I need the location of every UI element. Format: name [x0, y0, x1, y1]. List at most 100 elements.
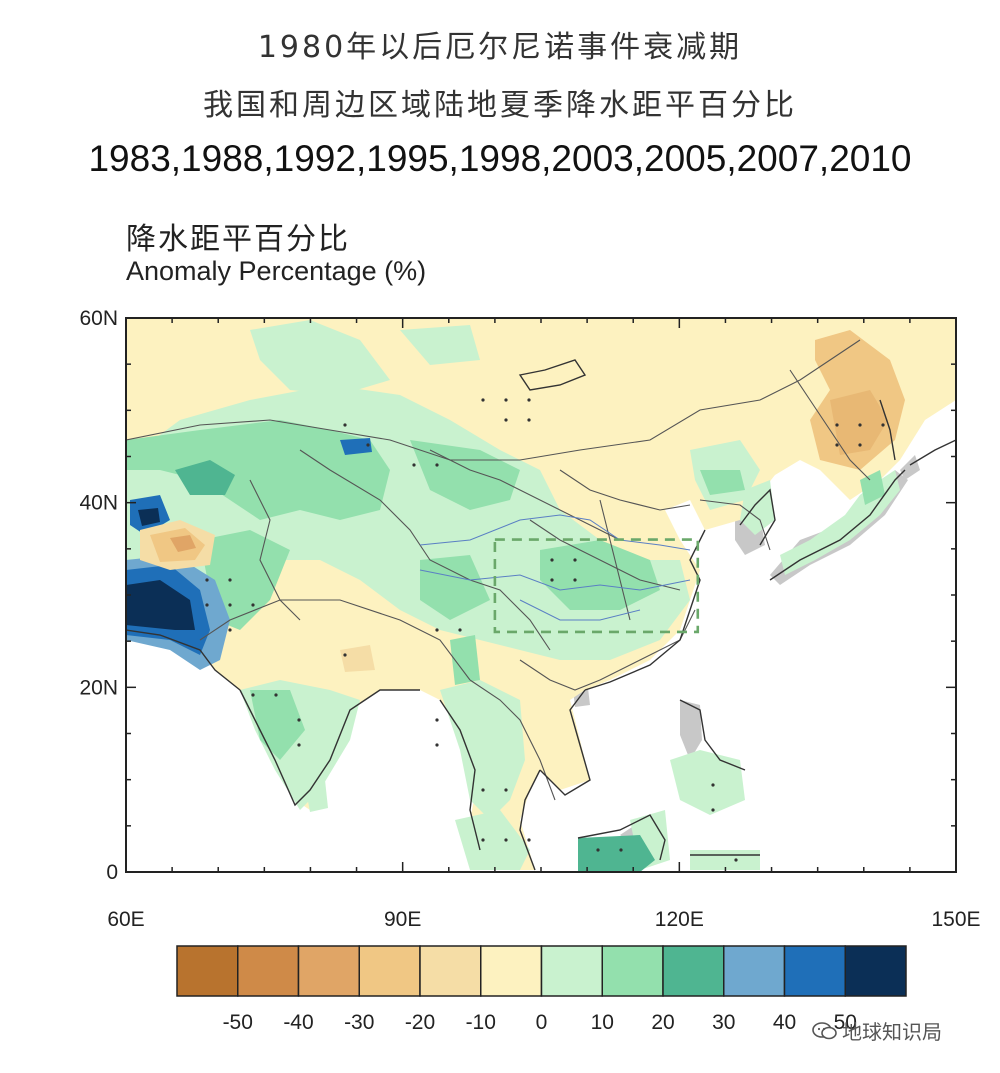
coastline	[879, 399, 896, 461]
title-line-1: 1980年以后厄尔尼诺事件衰减期	[257, 30, 743, 65]
coastline	[769, 469, 906, 581]
stipple-dot	[251, 603, 255, 607]
stipple-dot	[435, 628, 439, 632]
x-tick-label: 60E	[107, 908, 144, 931]
stipple-dot	[435, 743, 439, 747]
stipple-dot	[297, 718, 301, 722]
river-minor	[519, 599, 641, 621]
stipple-dot	[711, 783, 715, 787]
coastline	[909, 439, 956, 466]
colorbar-swatch	[176, 945, 239, 997]
colorbar-tick-label: 0	[536, 1011, 548, 1034]
boundary-line	[599, 499, 631, 621]
rivers	[419, 514, 691, 621]
significance-stippling	[205, 398, 885, 862]
band-10-philippines	[670, 750, 745, 815]
stipple-dot	[527, 838, 531, 842]
stipple-dot	[343, 653, 347, 657]
event-years: 1983,1988,1992,1995,1998,2003,2005,2007,…	[88, 138, 912, 179]
colorbar-swatch	[540, 945, 603, 997]
band-10-northern-mongolia	[250, 320, 390, 395]
band-20-india-west	[250, 690, 305, 760]
coastlines	[126, 359, 956, 871]
variable-label-en: Anomaly Percentage (%)	[126, 256, 427, 286]
boundary-line	[126, 339, 861, 461]
stipple-dot	[458, 628, 462, 632]
colorbar-tick-label: 50	[834, 1011, 857, 1034]
stipple-dot	[343, 423, 347, 427]
y-tick-label: 20N	[79, 676, 118, 699]
band-20-east-inland	[700, 470, 745, 495]
colorbar-swatch	[419, 945, 482, 997]
colorbar-labels: -50 -40 -30 -20 -10 0 10 20 30 40 50	[223, 1011, 857, 1034]
stipple-dot	[205, 603, 209, 607]
coastline	[439, 699, 481, 851]
y-tick-label: 0	[106, 861, 118, 884]
colorbar-swatch	[783, 945, 846, 997]
colorbar-swatch	[844, 945, 907, 997]
stipple-dot	[228, 628, 232, 632]
boundary-line	[429, 449, 621, 541]
stipple-dot	[481, 838, 485, 842]
stipple-dot	[573, 578, 577, 582]
band-minus-30-iran	[170, 535, 196, 552]
stipple-dot	[527, 418, 531, 422]
y-tick-label: 60N	[79, 307, 118, 330]
stipple-dot	[297, 743, 301, 747]
coastline	[518, 359, 587, 391]
stipple-dot	[711, 808, 715, 812]
colorbar-swatch	[601, 945, 664, 997]
y-tick-label: 40N	[79, 492, 118, 515]
band-over-50-caspian	[138, 508, 160, 526]
coastline	[584, 529, 706, 691]
stipple-dot	[274, 693, 278, 697]
coastline	[679, 699, 746, 771]
stipple-dot	[527, 398, 531, 402]
coastline	[577, 814, 666, 861]
coastline	[739, 488, 776, 546]
colorbar-swatch	[358, 945, 421, 997]
band-20-central-asia	[126, 420, 390, 520]
stipple-dot	[228, 578, 232, 582]
stipple-dot	[504, 838, 508, 842]
stipple-dot	[251, 693, 255, 697]
stipple-dot	[619, 848, 623, 852]
band-20-tibet-east	[410, 440, 520, 510]
stipple-dot	[573, 558, 577, 562]
colorbar-tick-label: 10	[591, 1011, 614, 1034]
band-over-50-middle-east	[126, 580, 195, 630]
band-minus-10-tibet	[340, 645, 375, 672]
band-10-northeast-small	[400, 325, 480, 365]
boundary-line	[249, 479, 301, 621]
river-yangtze	[419, 569, 691, 591]
colorbar-tick-label: -30	[344, 1011, 374, 1034]
river-yellow	[419, 514, 691, 551]
band-30-central-asia	[175, 460, 235, 495]
colorbar-tick-label: -10	[466, 1011, 496, 1034]
colorbar-swatch	[662, 945, 725, 997]
band-30	[175, 460, 655, 872]
stipple-dot	[481, 398, 485, 402]
x-tick-label: 120E	[655, 908, 704, 931]
band-20-west-inland	[420, 555, 490, 620]
axis-ticks	[125, 317, 957, 873]
watermark: 地球知识局	[812, 1016, 942, 1045]
highlight-region-box	[493, 538, 700, 634]
coastline	[519, 769, 541, 871]
stipple-dot	[835, 443, 839, 447]
coastline	[239, 689, 420, 807]
stipple-dot	[550, 578, 554, 582]
variable-label-cn: 降水距平百分比	[126, 222, 350, 257]
boundary-line	[299, 449, 551, 651]
band-30-borneo-north	[578, 835, 655, 872]
stipple-dot	[435, 718, 439, 722]
stipple-dot	[881, 423, 885, 427]
title-line-2: 我国和周边区域陆地夏季降水距平百分比	[203, 88, 797, 123]
x-tick-label: 90E	[384, 908, 421, 931]
stipple-dot	[412, 463, 416, 467]
colorbar-tick-label: 30	[712, 1011, 735, 1034]
wechat-icon	[812, 1021, 838, 1041]
stipple-dot	[858, 423, 862, 427]
boundary-line	[199, 599, 471, 681]
stipple-dot	[504, 418, 508, 422]
